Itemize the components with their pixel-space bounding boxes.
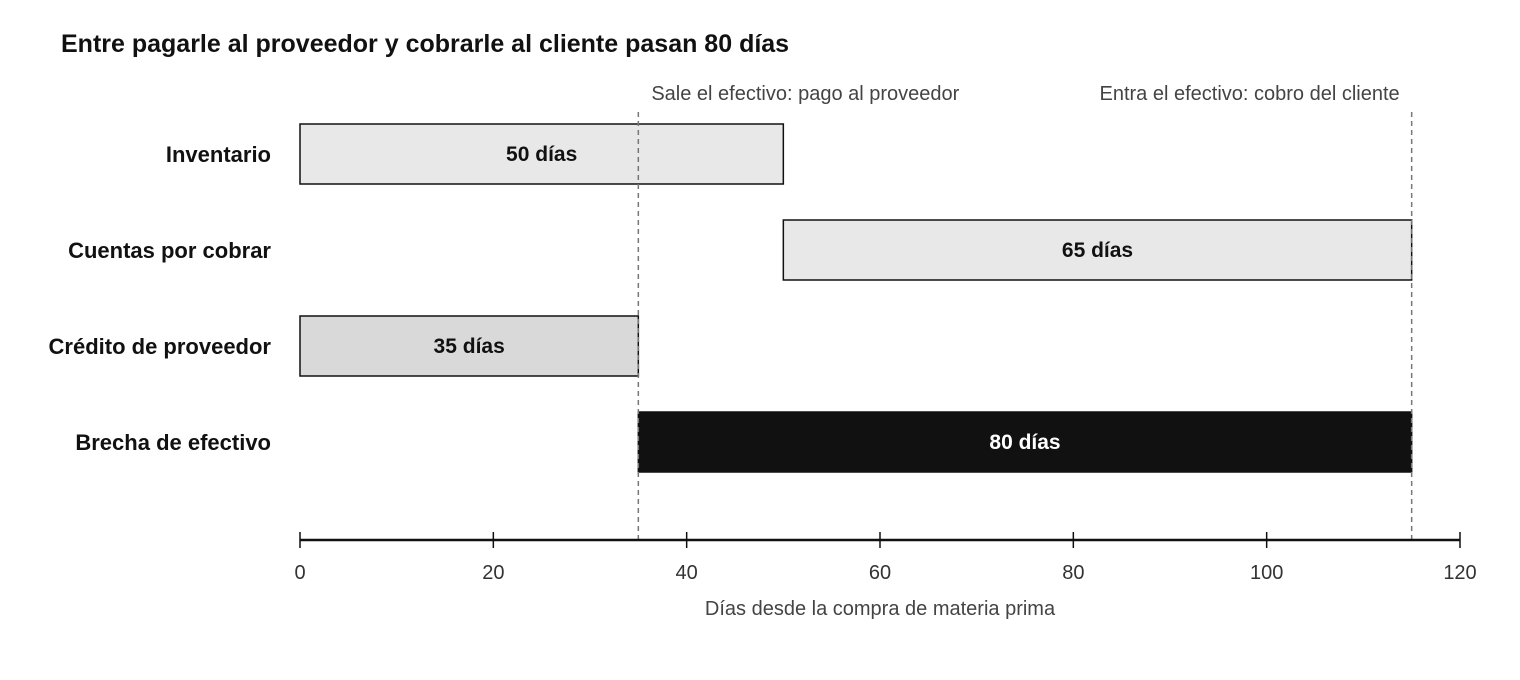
- bar-value-label-3: 35 días: [434, 335, 505, 358]
- bars: 50 días 65 días 35 días 80 días: [299, 112, 1413, 540]
- bar-3: [299, 315, 640, 377]
- category-labels: Inventario Cuentas por cobrar Crédito de p…: [49, 142, 272, 455]
- category-label-1: Inventario: [166, 142, 271, 167]
- bar-2: [782, 219, 1413, 281]
- category-label-4: Brecha de efectivo: [75, 430, 271, 455]
- chart-title: Entre pagarle al proveedor y cobrarle al…: [61, 30, 789, 58]
- x-tick-label-6: 100: [1250, 562, 1283, 584]
- x-axis: 0 20 40 60 80 100 120: [294, 532, 1477, 584]
- reference-annotations: Sale el efectivo: pago al proveedor Entra…: [651, 83, 1399, 105]
- x-tick-label-3: 40: [676, 562, 698, 584]
- bar-4: [637, 411, 1413, 473]
- bar-1: [299, 123, 785, 185]
- reference-label-2: Entra el efectivo: cobro del cliente: [1099, 83, 1399, 105]
- x-tick-label-2: 20: [482, 562, 504, 584]
- bar-value-label-1: 50 días: [506, 143, 577, 166]
- x-tick-label-4: 60: [869, 562, 891, 584]
- category-label-3: Crédito de proveedor: [49, 334, 272, 359]
- category-label-2: Cuentas por cobrar: [68, 238, 271, 263]
- bar-value-label-2: 65 días: [1062, 239, 1133, 262]
- x-axis-title: Días desde la compra de materia prima: [705, 598, 1056, 620]
- reference-label-1: Sale el efectivo: pago al proveedor: [651, 83, 959, 105]
- x-tick-label-1: 0: [294, 562, 305, 584]
- x-tick-label-5: 80: [1062, 562, 1084, 584]
- x-tick-label-7: 120: [1443, 562, 1476, 584]
- bar-value-label-4: 80 días: [989, 431, 1060, 454]
